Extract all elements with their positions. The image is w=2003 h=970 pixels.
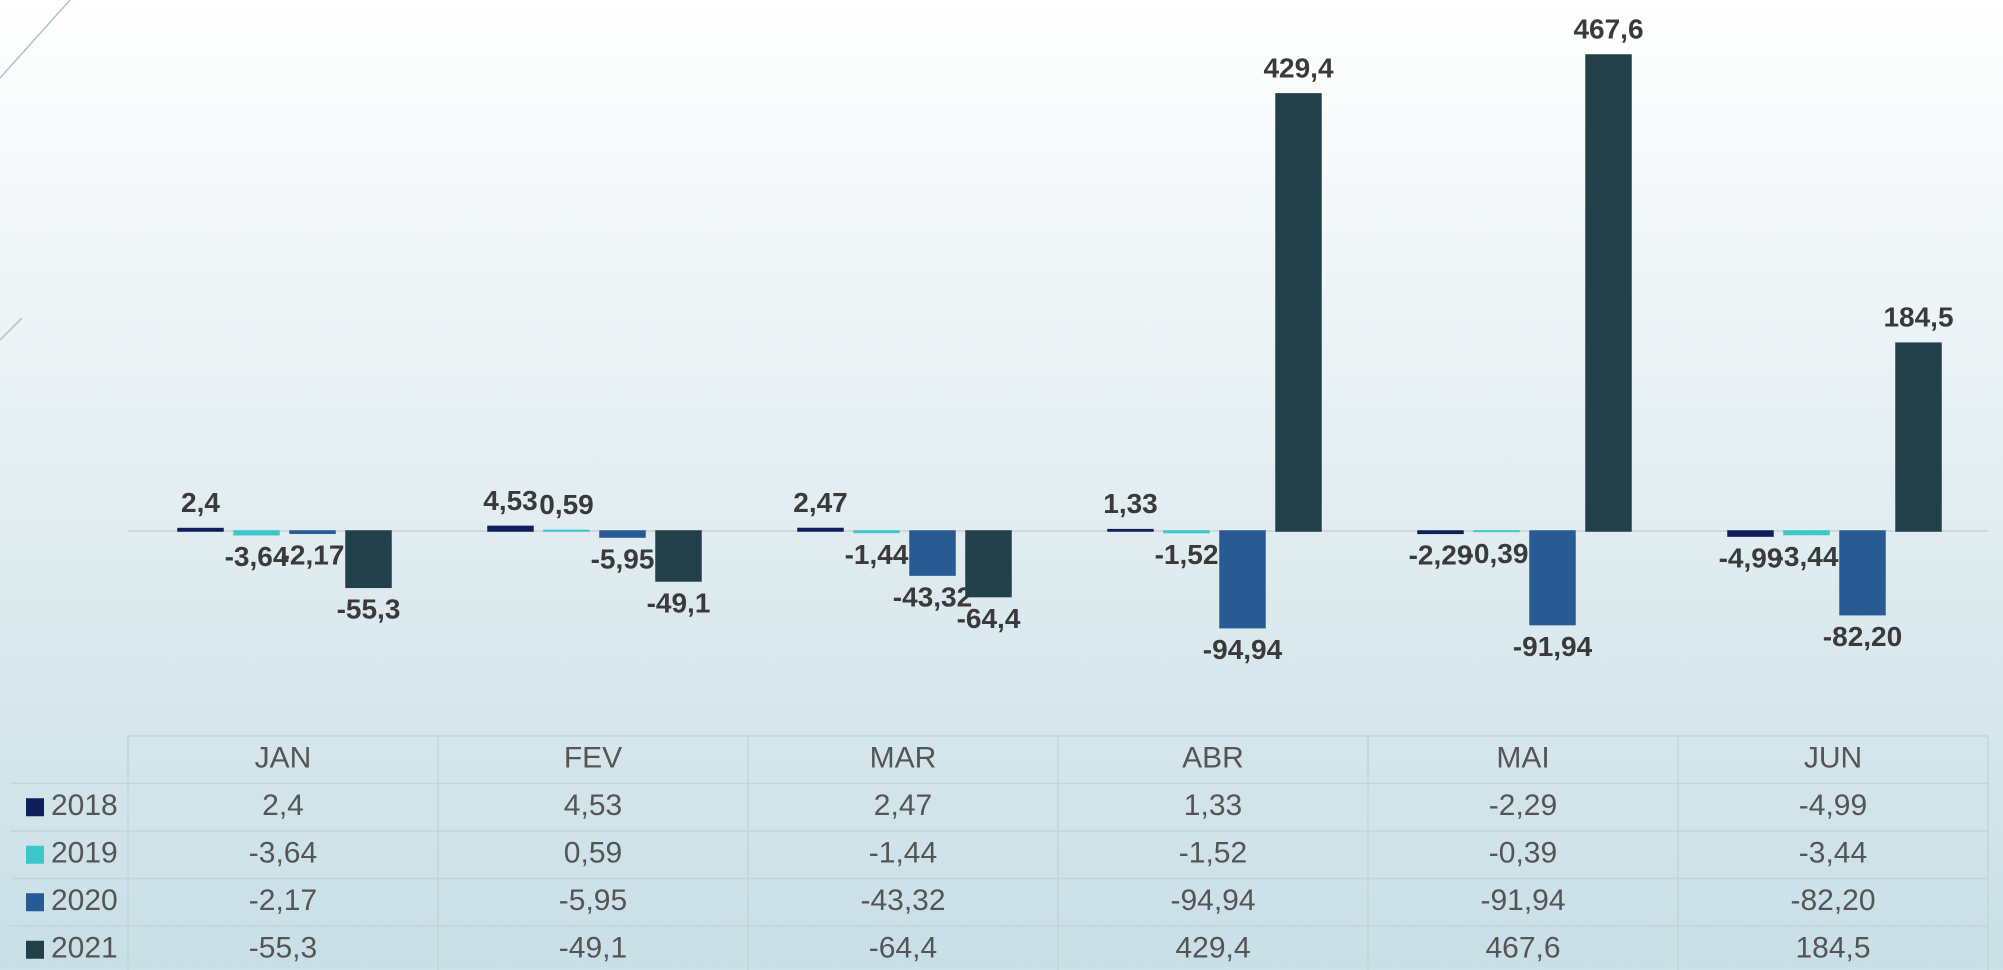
bar bbox=[177, 527, 224, 532]
data-label: -55,3 bbox=[337, 594, 401, 625]
table-cell: -94,94 bbox=[1170, 884, 1255, 917]
table-cell: -64,4 bbox=[869, 932, 937, 965]
table-cell: -1,44 bbox=[869, 837, 937, 870]
bar bbox=[1727, 530, 1774, 537]
bar bbox=[487, 525, 534, 532]
data-label: -0,39 bbox=[1465, 538, 1529, 569]
bar bbox=[797, 527, 844, 532]
legend-swatch bbox=[26, 798, 44, 817]
table-cell: 4,53 bbox=[564, 789, 622, 822]
x-tick-label: MAI bbox=[1496, 742, 1549, 775]
legend-swatch bbox=[26, 845, 44, 864]
bar bbox=[1275, 93, 1322, 532]
bar bbox=[655, 530, 702, 582]
data-label: 184,5 bbox=[1883, 302, 1953, 333]
bar bbox=[909, 530, 956, 576]
data-label: 2,4 bbox=[181, 487, 220, 518]
bar bbox=[1839, 530, 1886, 616]
bar bbox=[965, 530, 1012, 598]
table-cell: -82,20 bbox=[1790, 884, 1875, 917]
data-label: -64,4 bbox=[957, 603, 1021, 634]
data-label: 2,47 bbox=[793, 487, 848, 518]
decor-line bbox=[0, 0, 71, 79]
table-cell: -5,95 bbox=[559, 884, 627, 917]
legend-swatch bbox=[26, 893, 44, 912]
data-label: 4,53 bbox=[483, 485, 538, 516]
table-cell: -4,99 bbox=[1799, 789, 1867, 822]
data-label: -43,32 bbox=[893, 581, 972, 612]
table-cell: -1,52 bbox=[1179, 837, 1247, 870]
data-label: 1,33 bbox=[1103, 488, 1158, 519]
data-label: -5,95 bbox=[591, 543, 655, 574]
data-label: -4,99 bbox=[1719, 542, 1783, 573]
table-cell: -3,64 bbox=[249, 837, 317, 870]
x-tick-label: ABR bbox=[1182, 742, 1244, 775]
table-cell: 1,33 bbox=[1184, 789, 1242, 822]
legend-label: 2018 bbox=[51, 789, 118, 822]
table-cell: -2,17 bbox=[249, 884, 317, 917]
data-label: -91,94 bbox=[1513, 631, 1593, 662]
bar bbox=[1895, 342, 1942, 532]
legend-label: 2021 bbox=[51, 932, 118, 965]
table-cell: -49,1 bbox=[559, 932, 627, 965]
table-cell: -2,29 bbox=[1489, 789, 1557, 822]
bar bbox=[853, 530, 900, 534]
data-label: -1,44 bbox=[845, 539, 909, 570]
x-tick-label: MAR bbox=[870, 742, 937, 775]
table-cell: -3,44 bbox=[1799, 837, 1867, 870]
legend-swatch bbox=[26, 940, 44, 959]
bar bbox=[345, 530, 392, 589]
bar bbox=[1783, 530, 1830, 536]
x-tick-label: FEV bbox=[564, 742, 622, 775]
table-cell: -55,3 bbox=[249, 932, 317, 965]
decor-line bbox=[0, 317, 23, 341]
data-label: -49,1 bbox=[647, 587, 711, 618]
bar bbox=[233, 530, 280, 536]
legend-label: 2019 bbox=[51, 837, 118, 870]
table-cell: -0,39 bbox=[1489, 837, 1557, 870]
data-label: -2,17 bbox=[281, 540, 345, 571]
bar bbox=[1107, 528, 1154, 532]
x-tick-label: JAN bbox=[255, 742, 312, 775]
table-cell: 0,59 bbox=[564, 837, 622, 870]
bar bbox=[289, 530, 336, 534]
table-cell: 2,4 bbox=[262, 789, 304, 822]
data-label: -3,64 bbox=[225, 541, 289, 572]
table-cell: 467,6 bbox=[1485, 932, 1560, 965]
table-cell: 184,5 bbox=[1795, 932, 1870, 965]
data-label: -1,52 bbox=[1155, 539, 1219, 570]
data-label: 467,6 bbox=[1573, 13, 1643, 44]
data-label: -94,94 bbox=[1203, 634, 1283, 665]
table-cell: -43,32 bbox=[860, 884, 945, 917]
data-label: 0,59 bbox=[539, 489, 594, 520]
data-label: -82,20 bbox=[1823, 621, 1902, 652]
table-cell: 429,4 bbox=[1175, 932, 1250, 965]
data-label: -2,29 bbox=[1409, 540, 1473, 571]
data-label: 429,4 bbox=[1263, 52, 1333, 83]
bar bbox=[1585, 54, 1632, 532]
bar bbox=[1417, 530, 1464, 535]
bar bbox=[543, 529, 590, 532]
bar bbox=[1219, 530, 1266, 629]
legend-label: 2020 bbox=[51, 884, 118, 917]
bar bbox=[599, 530, 646, 538]
table-cell: 2,47 bbox=[874, 789, 932, 822]
bar bbox=[1529, 530, 1576, 626]
x-tick-label: JUN bbox=[1804, 742, 1862, 775]
bar bbox=[1163, 530, 1210, 534]
data-label: -3,44 bbox=[1775, 541, 1839, 572]
table-cell: -91,94 bbox=[1480, 884, 1565, 917]
